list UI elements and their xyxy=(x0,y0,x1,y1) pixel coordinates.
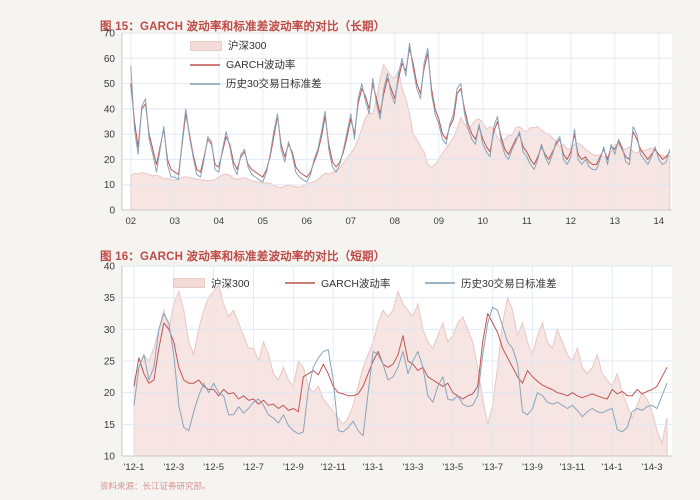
figure-15-chart: 0 10 20 30 40 50 60 70 02 03 04 05 06 07 08 09 10 11 12 13 1… xyxy=(104,29,672,227)
svg-text:20: 20 xyxy=(104,155,116,166)
svg-text:15: 15 xyxy=(104,420,116,431)
legend-label: 历史30交易日标准差 xyxy=(461,277,557,290)
svg-text:'13-5: '13-5 xyxy=(442,462,463,473)
svg-text:30: 30 xyxy=(104,325,116,336)
legend-label: 沪深300 xyxy=(211,277,250,290)
svg-text:40: 40 xyxy=(104,104,116,115)
legend-label: GARCH波动率 xyxy=(226,59,296,71)
figure-16-chart: 10 15 20 25 30 35 40 '12-1 '12-3 '12-5 '12-7 '12-9 '… xyxy=(104,262,672,473)
svg-text:07: 07 xyxy=(346,216,357,227)
svg-text:'12-7: '12-7 xyxy=(243,462,264,473)
svg-text:70: 70 xyxy=(104,29,116,40)
legend-label: 历史30交易日标准差 xyxy=(226,78,322,90)
svg-text:09: 09 xyxy=(434,216,445,227)
svg-text:40: 40 xyxy=(104,262,116,273)
legend-item-hist-std: 历史30交易日标准差 xyxy=(190,74,322,93)
blue-line-swatch-icon xyxy=(425,282,455,284)
svg-text:10: 10 xyxy=(478,216,489,227)
red-line-swatch-icon xyxy=(285,282,315,284)
svg-text:12: 12 xyxy=(566,216,577,227)
svg-text:'13-9: '13-9 xyxy=(522,462,543,473)
svg-text:'12-1: '12-1 xyxy=(124,462,145,473)
svg-text:'12-5: '12-5 xyxy=(203,462,224,473)
area-swatch-icon xyxy=(173,278,205,288)
area-swatch-icon xyxy=(190,40,222,51)
svg-text:20: 20 xyxy=(104,388,116,399)
svg-text:'13-7: '13-7 xyxy=(482,462,503,473)
svg-text:'13-11: '13-11 xyxy=(560,462,585,473)
svg-text:'12-11: '12-11 xyxy=(321,462,346,473)
svg-text:25: 25 xyxy=(104,357,116,368)
legend-label: 沪深300 xyxy=(228,40,267,52)
svg-text:05: 05 xyxy=(258,216,269,227)
svg-text:03: 03 xyxy=(170,216,181,227)
figure-15-title: 图 15：GARCH 波动率和标准差波动率的对比（长期） xyxy=(100,20,386,33)
blue-line-swatch-icon xyxy=(190,82,220,85)
svg-text:0: 0 xyxy=(109,206,115,217)
svg-text:10: 10 xyxy=(104,452,116,463)
svg-text:10: 10 xyxy=(104,180,116,191)
source-note: 资料来源：长江证券研究部。 xyxy=(100,481,211,491)
svg-text:'13-3: '13-3 xyxy=(403,462,424,473)
svg-text:50: 50 xyxy=(104,79,116,90)
svg-text:60: 60 xyxy=(104,54,116,65)
svg-text:'14-1: '14-1 xyxy=(602,462,623,473)
svg-text:'12-3: '12-3 xyxy=(163,462,184,473)
legend-item-garch: GARCH波动率 xyxy=(190,55,322,74)
svg-text:11: 11 xyxy=(522,216,532,227)
svg-text:08: 08 xyxy=(390,216,401,227)
svg-text:35: 35 xyxy=(104,293,116,304)
svg-text:'12-9: '12-9 xyxy=(283,462,304,473)
svg-text:'14-3: '14-3 xyxy=(642,462,663,473)
svg-text:02: 02 xyxy=(126,216,137,227)
svg-text:14: 14 xyxy=(654,216,665,227)
legend-item-hist-std: 历史30交易日标准差 xyxy=(425,276,557,290)
figure-15-legend: 沪深300 GARCH波动率 历史30交易日标准差 xyxy=(190,36,322,93)
legend-label: GARCH波动率 xyxy=(321,277,391,290)
legend-item-hs300: 沪深300 xyxy=(173,276,250,290)
legend-item-garch: GARCH波动率 xyxy=(285,276,390,290)
svg-text:'13-1: '13-1 xyxy=(363,462,384,473)
legend-item-hs300: 沪深300 xyxy=(190,36,322,55)
figure-16-title: 图 16：GARCH 波动率和标准差波动率的对比（短期） xyxy=(100,250,386,263)
svg-text:06: 06 xyxy=(302,216,313,227)
red-line-swatch-icon xyxy=(190,63,220,66)
svg-text:30: 30 xyxy=(104,130,116,141)
svg-text:04: 04 xyxy=(214,216,225,227)
svg-text:13: 13 xyxy=(610,216,621,227)
